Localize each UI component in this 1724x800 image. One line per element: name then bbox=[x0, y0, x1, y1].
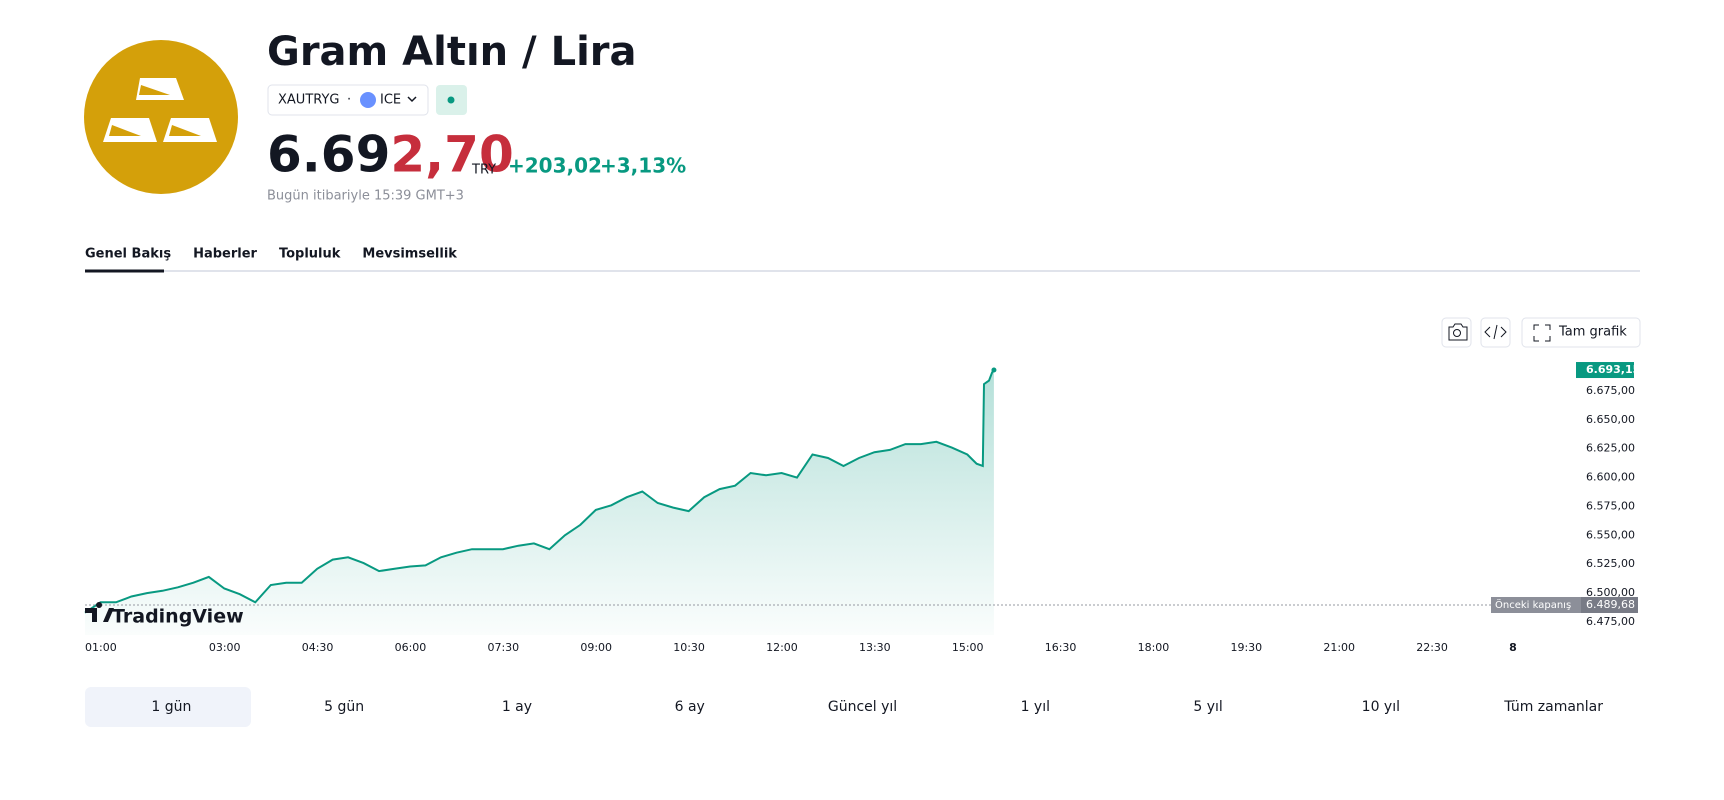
change: +203,02 bbox=[508, 154, 602, 178]
reference-value: 6.489,68 bbox=[1586, 598, 1635, 611]
y-tick-label: 6.500,00 bbox=[1586, 586, 1635, 599]
exchange: ICE bbox=[380, 93, 401, 108]
logo bbox=[84, 40, 238, 194]
x-tick-label: 22:30 bbox=[1416, 641, 1448, 654]
y-tick-label: 6.600,00 bbox=[1586, 471, 1635, 484]
ranges: 1 gün 5 gün 1 ay 6 ay Güncel yıl 1 yıl 5 yıl 10… bbox=[85, 687, 1603, 727]
last-value-bg bbox=[1576, 362, 1634, 379]
full-chart-label: Tam grafik bbox=[1558, 325, 1627, 340]
tabs: Genel Bakış Haberler Topluluk Mevsimsellik bbox=[85, 247, 457, 262]
reference-name: Önceki kapanış bbox=[1495, 598, 1571, 611]
reference-name-bg bbox=[1491, 596, 1587, 613]
x-tick-label: 8 bbox=[1509, 641, 1517, 654]
y-tick-label: 6.550,00 bbox=[1586, 528, 1635, 541]
reference-value-bg bbox=[1581, 596, 1638, 613]
y-tick-label: 6.525,00 bbox=[1586, 557, 1635, 570]
x-tick-label: 13:30 bbox=[859, 641, 891, 654]
x-tick-label: 10:30 bbox=[673, 641, 705, 654]
price-main: 6.69 bbox=[267, 126, 390, 184]
timestamp: Bugün itibariyle 15:39 GMT+3 bbox=[267, 189, 464, 204]
camera-lens bbox=[1453, 329, 1461, 337]
x-tick-label: 18:00 bbox=[1138, 641, 1170, 654]
tab[interactable]: Topluluk bbox=[279, 247, 341, 262]
range-button[interactable]: Tüm zamanlar bbox=[1503, 699, 1603, 715]
symbol-pill[interactable] bbox=[267, 84, 429, 116]
range-button[interactable]: Güncel yıl bbox=[828, 699, 897, 715]
watermark-logo bbox=[85, 602, 114, 622]
chevron bbox=[407, 96, 417, 103]
y-tick-label: 6.650,00 bbox=[1586, 413, 1635, 426]
range-button[interactable]: 5 yıl bbox=[1193, 699, 1222, 715]
y-tick-label: 6.475,00 bbox=[1586, 615, 1635, 628]
range-button[interactable]: 10 yıl bbox=[1362, 699, 1400, 715]
x-tick-label: 07:30 bbox=[487, 641, 519, 654]
x-tick-label: 04:30 bbox=[302, 641, 334, 654]
last-value: 6.693,15 bbox=[1586, 363, 1640, 376]
range-button[interactable]: 6 ay bbox=[675, 699, 705, 715]
tab[interactable]: Mevsimsellik bbox=[362, 247, 457, 262]
x-tick-label: 01:00 bbox=[85, 641, 117, 654]
area bbox=[85, 370, 994, 635]
x-tick-label: 15:00 bbox=[952, 641, 984, 654]
embed-icon bbox=[1484, 324, 1507, 340]
range-button[interactable]: 5 gün bbox=[324, 699, 364, 715]
symbol: XAUTRYG bbox=[278, 93, 339, 108]
range-button[interactable]: 1 yıl bbox=[1021, 699, 1050, 715]
range-button[interactable]: 1 gün bbox=[151, 699, 191, 715]
title: Gram Altın / Lira bbox=[267, 29, 637, 75]
price-tail: 2,70 bbox=[390, 126, 513, 184]
plot: 6.475,00 6.500,00 6.525,00 6.550,00 6.575,00… bbox=[84, 362, 1640, 654]
x-tick-label: 19:30 bbox=[1230, 641, 1262, 654]
x-tick-label: 09:00 bbox=[580, 641, 612, 654]
y-tick-label: 6.675,00 bbox=[1586, 384, 1635, 397]
x-tick-label: 16:30 bbox=[1045, 641, 1077, 654]
range-active-bg bbox=[85, 687, 251, 727]
full-chart-icon bbox=[1533, 324, 1551, 342]
camera-icon bbox=[1448, 323, 1468, 341]
x-tick-label: 03:00 bbox=[209, 641, 241, 654]
x-tick-label: 06:00 bbox=[395, 641, 427, 654]
status-dot bbox=[447, 96, 455, 104]
y-tick-label: 6.575,00 bbox=[1586, 499, 1635, 512]
full-chart-button[interactable] bbox=[1521, 317, 1641, 348]
tab[interactable]: Genel Bakış bbox=[85, 247, 171, 262]
y-tick-label: 6.625,00 bbox=[1586, 442, 1635, 455]
x-tick-label: 12:00 bbox=[766, 641, 798, 654]
dot: · bbox=[347, 93, 351, 108]
currency: TRY bbox=[471, 163, 496, 178]
tab[interactable]: Haberler bbox=[193, 247, 257, 262]
exchange-icon bbox=[360, 92, 376, 108]
line bbox=[84, 369, 995, 614]
range-button[interactable]: 1 ay bbox=[502, 699, 532, 715]
x-tick-label: 21:00 bbox=[1323, 641, 1355, 654]
watermark: TradingView bbox=[112, 606, 244, 628]
last-point bbox=[991, 367, 997, 373]
change-pct: +3,13% bbox=[600, 154, 686, 178]
